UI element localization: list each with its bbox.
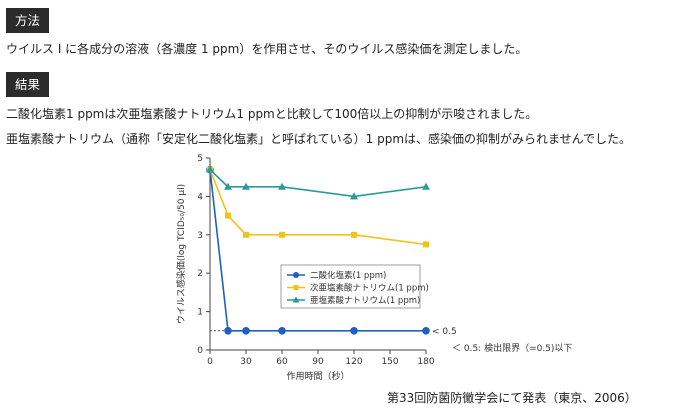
series-line-1: [209, 169, 426, 332]
series-3-point-2: [242, 182, 250, 190]
x-tick-label-60: 60: [276, 357, 288, 367]
series-2-point-3: [279, 231, 285, 238]
series-2-point-2: [243, 231, 249, 238]
y-tick-label-4: 4: [197, 192, 203, 202]
legend-box: [280, 264, 421, 309]
result-line-2: 亜塩素酸ナトリウム（通称「安定化二酸化塩素」と呼ばれている）1 ppmは、感染価…: [6, 132, 632, 146]
series-3-point-4: [350, 192, 358, 200]
legend-label-1: 二酸化塩素(1 ppm): [310, 270, 386, 281]
series-line-3: [209, 168, 427, 198]
legend-label-3: 亜塩素酸ナトリウム(1 ppm): [310, 295, 420, 306]
x-axis-label: 作用時間（秒）: [286, 370, 349, 382]
method-text: ウイルス Ⅰ に各成分の溶液（各濃度 1 ppm）を作用させ、そのウイルス感染価…: [6, 42, 528, 56]
y-tick-label-2: 2: [197, 269, 203, 279]
series-1-point-1: [224, 327, 232, 335]
y-tick-label-0: 0: [197, 346, 203, 356]
series-1-point-4: [350, 327, 358, 335]
detection-limit-note: ＜ 0.5: 検出限界（=0.5)以下: [452, 342, 572, 354]
y-tick-label-5: 5: [197, 154, 203, 164]
legend-marker-3: [292, 296, 300, 303]
legend-marker-2: [293, 285, 299, 290]
series-3-point-0: [206, 165, 214, 173]
result-line-1: 二酸化塩素1 ppmは次亜塩素酸ナトリウム1 ppmと比較して100倍以上の抑制…: [6, 107, 538, 121]
series-2-point-5: [423, 241, 429, 248]
y-axis-label: ウイルス感染価(log TCID₅₀/50 μl): [175, 184, 187, 324]
series-2-point-1: [225, 212, 231, 219]
citation: 第33回防菌防黴学会にて発表（東京、2006）: [387, 391, 637, 405]
x-tick-label-180: 180: [417, 357, 434, 367]
result-heading: 結果: [6, 72, 50, 97]
legend-label-2: 次亜塩素酸ナトリウム(1 ppm): [310, 283, 429, 294]
series-1-point-3: [278, 327, 286, 335]
threshold-label: < 0.5: [432, 327, 457, 337]
series-3-point-5: [422, 182, 430, 190]
series-1-point-5: [422, 327, 430, 335]
y-tick-label-1: 1: [197, 308, 203, 318]
x-tick-label-90: 90: [312, 357, 324, 367]
series-3-point-3: [278, 182, 286, 190]
x-tick-label-120: 120: [345, 357, 362, 367]
x-tick-label-0: 0: [207, 357, 213, 367]
y-tick-label-3: 3: [197, 231, 203, 241]
method-heading: 方法: [6, 8, 50, 33]
series-3-point-1: [224, 182, 232, 190]
series-1-point-2: [242, 327, 250, 335]
x-tick-label-30: 30: [240, 357, 252, 367]
series-line-2: [209, 169, 427, 246]
x-tick-label-150: 150: [381, 357, 398, 367]
legend-marker-1: [293, 272, 299, 278]
series-2-point-4: [351, 231, 357, 238]
